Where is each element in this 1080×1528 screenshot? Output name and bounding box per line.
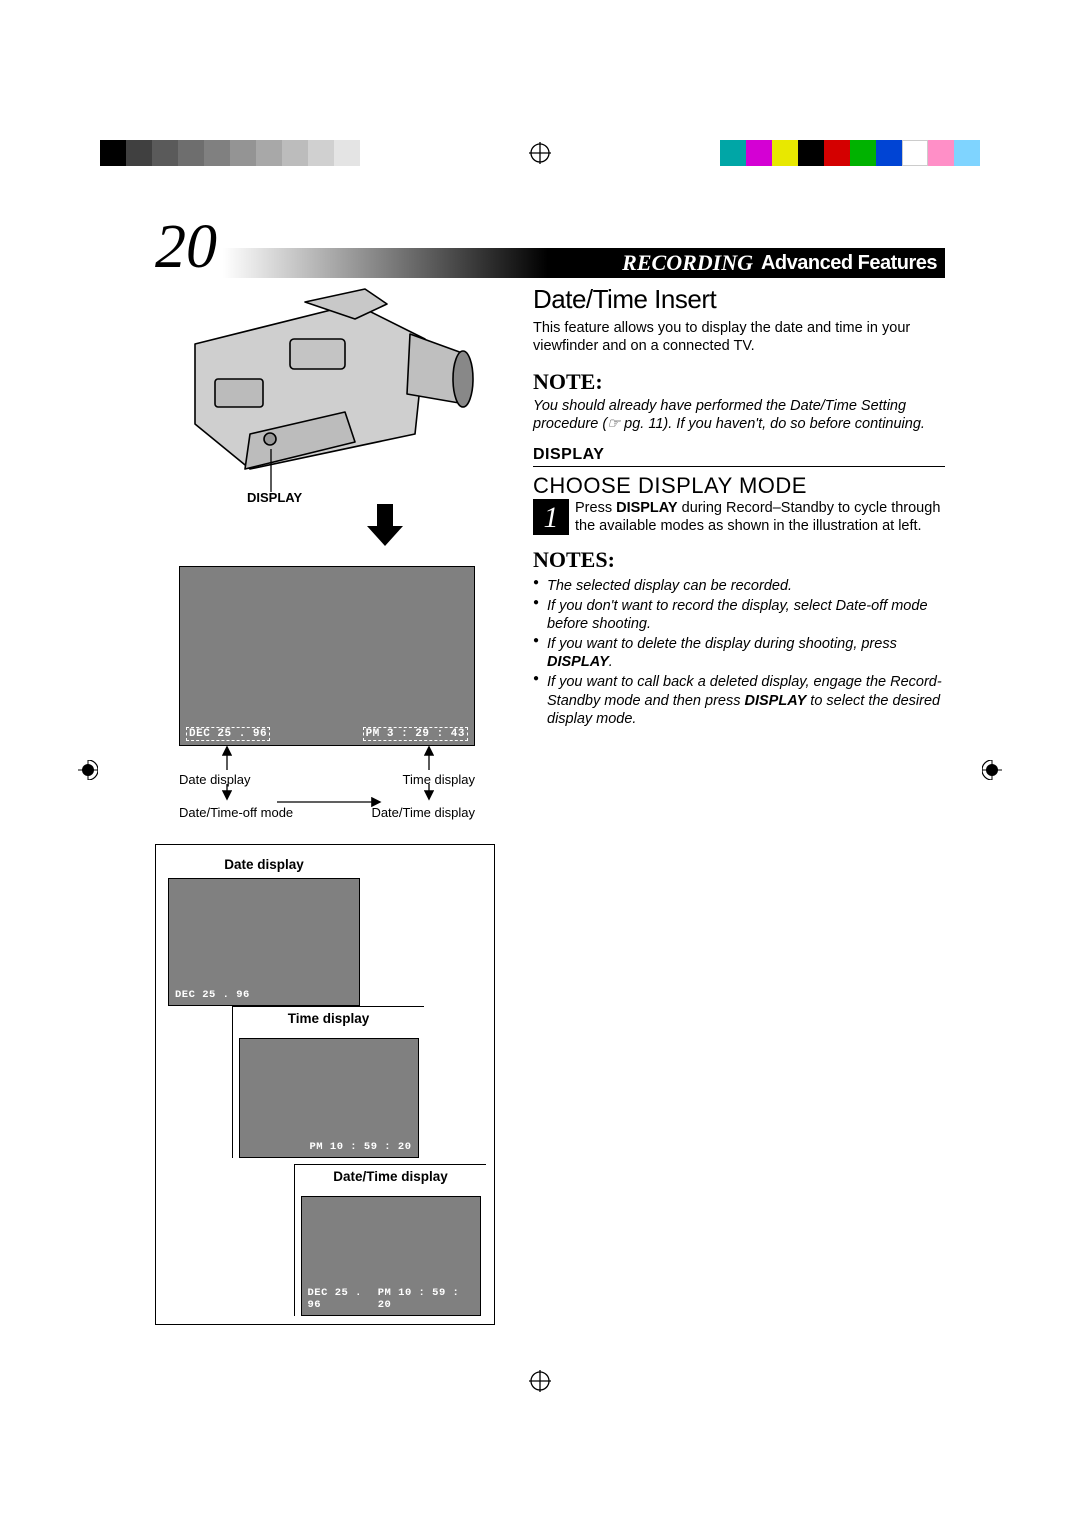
viewfinder-main: DEC 25 . 96 PM 3 : 29 : 43 <box>179 566 475 820</box>
mode-datetime-time: PM 10 : 59 : 20 <box>378 1287 474 1311</box>
note-item-4: If you want to call back a deleted displ… <box>533 673 945 727</box>
display-subhead: DISPLAY <box>533 446 945 464</box>
page-header: 20 RECORDING Advanced Features <box>155 210 945 278</box>
page-number: 20 <box>155 216 217 278</box>
title-sub: Advanced Features <box>761 252 937 275</box>
mode-date-text: DEC 25 . 96 <box>175 989 250 1001</box>
note-item-3: If you want to delete the display during… <box>533 635 945 671</box>
registration-strip-right <box>720 140 980 166</box>
arrow-diagram <box>167 742 487 832</box>
registration-mark-left <box>78 760 98 780</box>
note-item-1: The selected display can be recorded. <box>533 577 945 595</box>
vf-date-text: DEC 25 . 96 <box>186 727 270 741</box>
page-content: 20 RECORDING Advanced Features <box>155 210 945 1325</box>
vf-time-text: PM 3 : 29 : 43 <box>363 727 468 741</box>
rule <box>533 466 945 467</box>
registration-mark-right <box>982 760 1002 780</box>
mode-datetime-date: DEC 25 . 96 <box>308 1287 378 1311</box>
registration-strip-left <box>100 140 360 166</box>
note-heading: NOTE: <box>533 369 945 395</box>
mode-time-title: Time display <box>233 1007 424 1032</box>
viewfinder-screen: DEC 25 . 96 PM 3 : 29 : 43 <box>179 566 475 746</box>
section-title: Date/Time Insert <box>533 284 945 315</box>
mode-date: Date display DEC 25 . 96 <box>168 853 360 1006</box>
step-body: Press DISPLAY during Record–Standby to c… <box>575 499 945 535</box>
arrow-down-icon <box>365 504 405 548</box>
title-bar: RECORDING Advanced Features <box>223 248 945 278</box>
title-category: RECORDING <box>622 250 753 276</box>
mode-datetime: Date/Time display DEC 25 . 96 PM 10 : 59… <box>294 1164 486 1316</box>
mode-time-text: PM 10 : 59 : 20 <box>309 1141 411 1153</box>
text-column: Date/Time Insert This feature allows you… <box>515 284 945 1325</box>
notes-heading: NOTES: <box>533 547 945 573</box>
note-body: You should already have performed the Da… <box>533 397 945 433</box>
step-body-btn: DISPLAY <box>616 500 678 516</box>
step-number: 1 <box>544 503 559 535</box>
note3-pre: If you want to delete the display during… <box>547 636 897 652</box>
camcorder-display-label: DISPLAY <box>247 490 302 505</box>
mode-date-title: Date display <box>168 853 360 878</box>
section-intro: This feature allows you to display the d… <box>533 319 945 355</box>
mode-datetime-title: Date/Time display <box>295 1165 486 1190</box>
note3-post: . <box>609 654 613 670</box>
step-1: CHOOSE DISPLAY MODE 1 Press DISPLAY duri… <box>533 473 945 535</box>
mode-time: Time display PM 10 : 59 : 20 <box>232 1006 424 1158</box>
step-title: CHOOSE DISPLAY MODE <box>533 473 945 499</box>
step-body-pre: Press <box>575 500 616 516</box>
step-number-box: 1 <box>533 499 569 535</box>
display-modes-block: Date display DEC 25 . 96 Time display PM <box>155 844 495 1325</box>
registration-mark-top <box>529 142 551 164</box>
camcorder-illustration: DISPLAY <box>155 284 495 504</box>
note-item-2: If you don't want to record the display,… <box>533 597 945 633</box>
note4-bold: DISPLAY <box>745 693 807 709</box>
illustration-column: DISPLAY DEC 25 . 96 PM 3 : 29 : 43 <box>155 284 515 1325</box>
note3-bold: DISPLAY <box>547 654 609 670</box>
notes-list: The selected display can be recorded. If… <box>533 577 945 728</box>
registration-mark-bottom <box>529 1370 551 1392</box>
